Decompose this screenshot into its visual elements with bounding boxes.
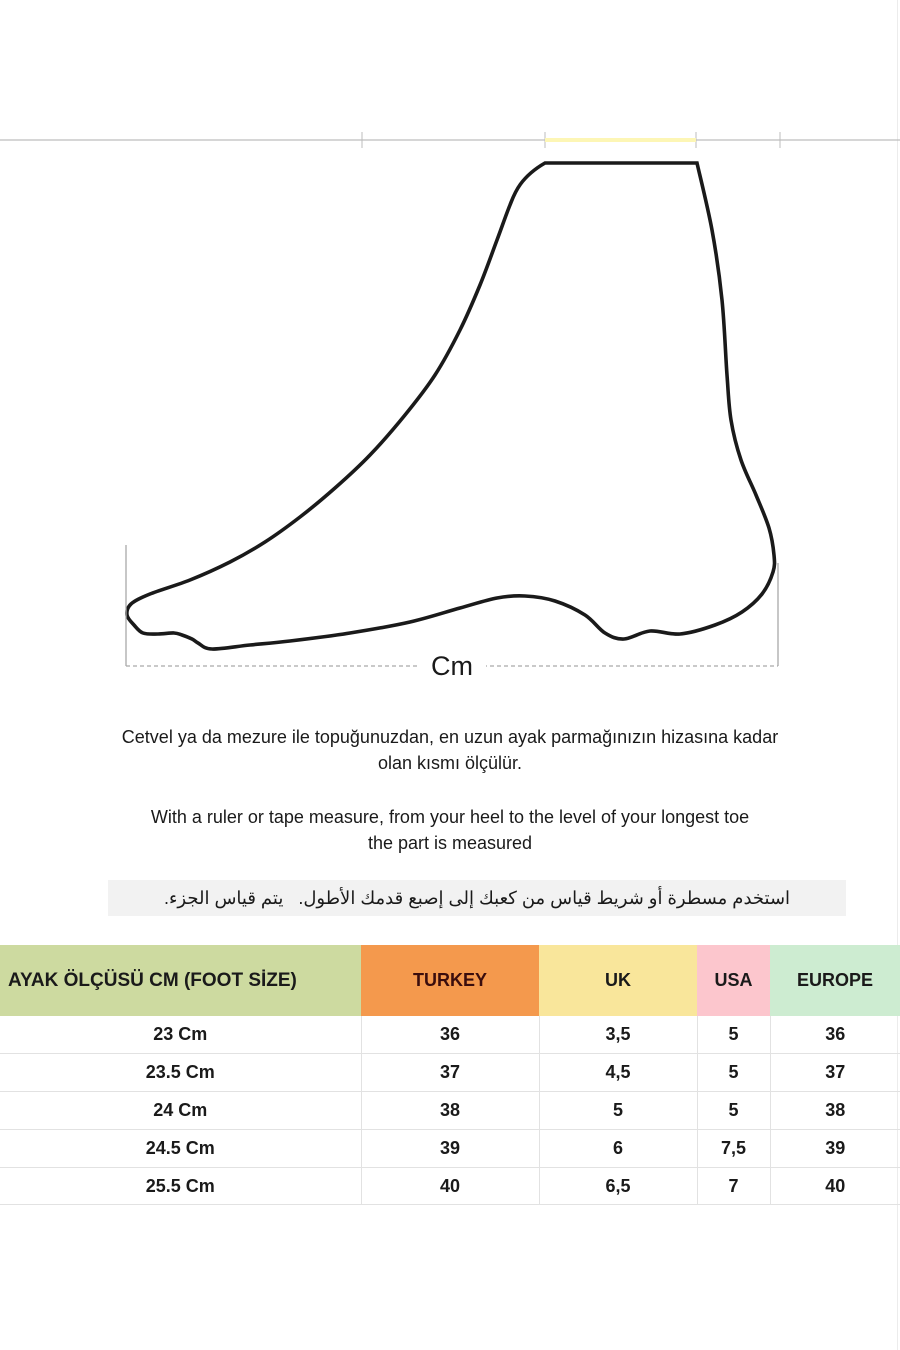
svg-text:Cm: Cm: [431, 651, 473, 681]
